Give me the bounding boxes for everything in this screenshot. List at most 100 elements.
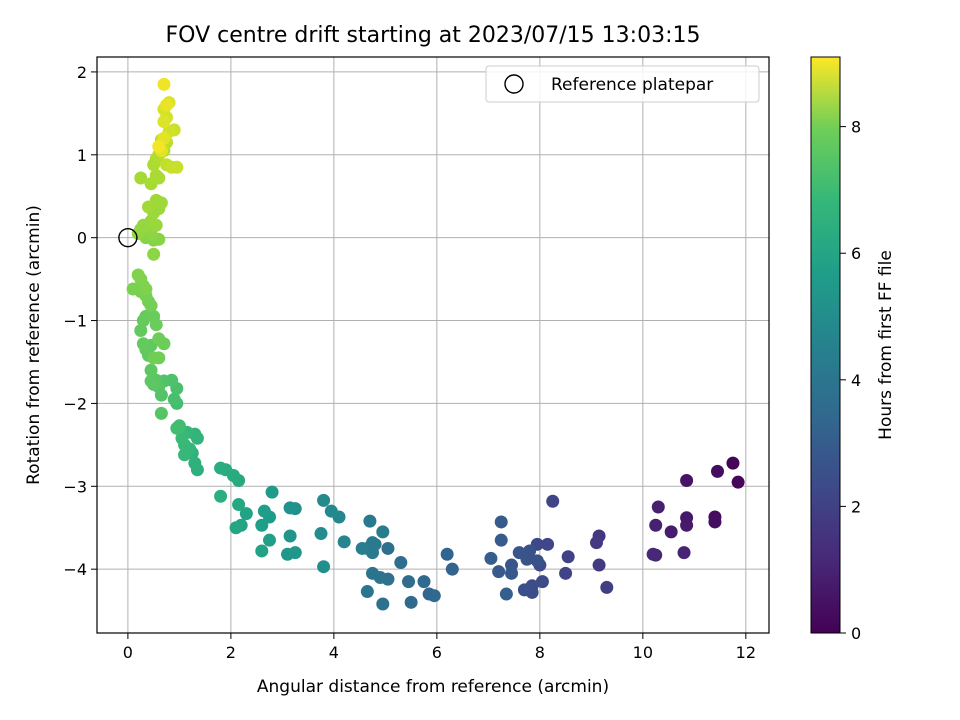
data-point bbox=[170, 421, 184, 435]
data-point bbox=[363, 514, 377, 528]
colorbar-tick-label: 4 bbox=[851, 371, 861, 390]
x-tick-label: 0 bbox=[123, 643, 133, 662]
data-point bbox=[324, 504, 338, 518]
data-point bbox=[255, 518, 269, 532]
data-point bbox=[167, 392, 181, 406]
data-point bbox=[445, 562, 459, 576]
reference-platepar-marker bbox=[118, 227, 138, 248]
data-point bbox=[255, 544, 269, 558]
data-point bbox=[188, 456, 202, 470]
legend-label-reference: Reference platepar bbox=[551, 75, 713, 95]
data-point bbox=[726, 456, 740, 470]
data-point bbox=[214, 461, 228, 475]
data-point bbox=[178, 448, 192, 462]
data-point bbox=[257, 504, 271, 518]
data-point bbox=[136, 337, 150, 351]
data-point bbox=[649, 518, 663, 532]
data-point bbox=[651, 500, 665, 514]
data-point bbox=[494, 515, 508, 529]
data-point bbox=[139, 282, 153, 296]
data-point bbox=[157, 115, 171, 129]
data-point bbox=[314, 527, 328, 541]
data-point bbox=[152, 140, 166, 154]
y-tick-label: 1 bbox=[77, 146, 87, 165]
data-point bbox=[541, 537, 555, 551]
data-point bbox=[147, 247, 161, 261]
data-point bbox=[283, 501, 297, 515]
data-point bbox=[263, 533, 277, 547]
data-point bbox=[149, 218, 163, 232]
y-tick-label: −3 bbox=[63, 477, 87, 496]
data-point bbox=[144, 374, 158, 388]
colorbar-tick-label: 0 bbox=[851, 624, 861, 643]
data-point bbox=[160, 98, 174, 112]
data-point bbox=[708, 515, 722, 529]
data-point bbox=[265, 485, 279, 499]
y-axis-ticks: −4 −3 −2 −1 0 1 2 bbox=[63, 63, 97, 579]
data-point bbox=[535, 575, 549, 589]
plot-area-frame bbox=[96, 56, 770, 634]
data-point bbox=[368, 537, 382, 551]
data-point bbox=[154, 406, 168, 420]
colorbar-gradient bbox=[810, 56, 841, 634]
colorbar-tick-label: 2 bbox=[851, 497, 861, 516]
data-point bbox=[157, 337, 171, 351]
colorbar-ticks: 0 2 4 6 8 bbox=[840, 118, 861, 643]
data-point bbox=[355, 541, 369, 555]
data-point bbox=[646, 547, 660, 561]
data-point bbox=[492, 565, 506, 579]
data-point bbox=[376, 525, 390, 539]
data-point bbox=[229, 521, 243, 535]
data-point bbox=[157, 77, 171, 91]
data-point bbox=[175, 431, 189, 445]
data-point bbox=[232, 498, 246, 512]
data-point bbox=[402, 575, 416, 589]
data-point bbox=[317, 560, 331, 574]
data-point bbox=[680, 474, 694, 488]
x-tick-label: 12 bbox=[736, 643, 756, 662]
data-point bbox=[337, 535, 351, 549]
data-point bbox=[517, 583, 531, 597]
colorbar-tick-label: 8 bbox=[851, 118, 861, 137]
data-point bbox=[147, 351, 161, 365]
data-point bbox=[134, 323, 148, 337]
data-point bbox=[317, 493, 331, 507]
data-point bbox=[404, 595, 418, 609]
data-point bbox=[505, 566, 519, 580]
data-point bbox=[427, 589, 441, 603]
x-tick-label: 2 bbox=[226, 643, 236, 662]
legend-marker-reference bbox=[504, 74, 524, 94]
x-tick-label: 8 bbox=[535, 643, 545, 662]
data-point bbox=[376, 597, 390, 611]
data-point bbox=[149, 318, 163, 332]
data-point bbox=[561, 550, 575, 564]
data-point bbox=[365, 566, 379, 580]
colorbar-tick-label: 6 bbox=[851, 244, 861, 263]
data-point bbox=[680, 518, 694, 532]
x-axis-ticks: 0 2 4 6 8 10 12 bbox=[123, 633, 756, 662]
legend-box bbox=[485, 65, 760, 103]
data-point bbox=[592, 558, 606, 572]
data-point bbox=[600, 580, 614, 594]
data-point bbox=[152, 171, 166, 185]
data-point bbox=[360, 585, 374, 599]
data-point bbox=[530, 554, 544, 568]
chart-title: FOV centre drift starting at 2023/07/15 … bbox=[166, 23, 701, 48]
y-tick-label: −4 bbox=[63, 560, 87, 579]
data-point bbox=[677, 546, 691, 560]
data-point bbox=[170, 160, 184, 174]
x-tick-label: 6 bbox=[432, 643, 442, 662]
data-point bbox=[141, 200, 155, 214]
data-point bbox=[589, 536, 603, 550]
data-point bbox=[126, 282, 140, 296]
data-point bbox=[559, 566, 573, 580]
data-point bbox=[283, 529, 297, 543]
data-points bbox=[118, 77, 745, 611]
grid-lines bbox=[97, 57, 769, 633]
data-point bbox=[546, 494, 560, 508]
data-point bbox=[512, 546, 526, 560]
data-point bbox=[711, 464, 725, 478]
data-point bbox=[664, 525, 678, 539]
data-point bbox=[144, 363, 158, 377]
